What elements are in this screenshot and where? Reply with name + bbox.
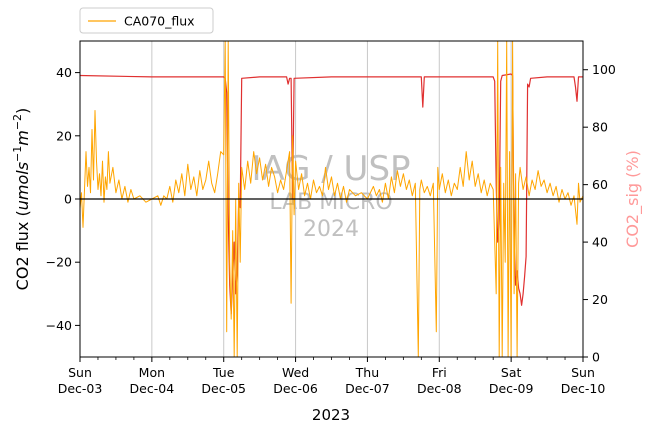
x-axis-label: 2023 — [312, 406, 350, 424]
x-tick-date-label: Dec-10 — [561, 381, 606, 396]
x-tick-date-label: Dec-04 — [130, 381, 175, 396]
x-tick-day-label: Mon — [139, 365, 165, 380]
y-left-tick-label: 40 — [56, 65, 72, 80]
x-tick-day-label: Fri — [432, 365, 447, 380]
y-left-ticks: −40 −20 0 20 40 — [46, 65, 80, 333]
y-right-axis-label: CO2_sig (%) — [623, 150, 643, 248]
y-right-tick-label: 60 — [592, 177, 608, 192]
y-left-tick-label: −40 — [46, 318, 72, 333]
y-left-axis-label: CO2 flux (umols−1m−2) — [11, 108, 32, 291]
x-tick-day-label: Sun — [68, 365, 92, 380]
watermark-line2: LAB MICRO — [269, 190, 392, 215]
legend-label-ca070-flux: CA070_flux — [124, 14, 195, 29]
x-tick-date-label: Dec-05 — [201, 381, 246, 396]
y-right-tick-label: 0 — [592, 350, 600, 365]
x-tick-day-label: Sat — [501, 365, 522, 380]
legend: CA070_flux — [79, 7, 214, 34]
x-tick-day-label: Wed — [282, 365, 309, 380]
y-left-tick-label: −20 — [46, 255, 72, 270]
x-tick-date-label: Dec-09 — [489, 381, 534, 396]
y-right-tick-label: 40 — [592, 235, 608, 250]
series-ca070-flux-line — [80, 41, 583, 357]
legend-box — [79, 7, 214, 34]
x-tick-day-label: Thu — [355, 365, 379, 380]
x-tick-day-label: Sun — [571, 365, 595, 380]
y-right-tick-label: 100 — [592, 62, 616, 77]
y-right-tick-label: 80 — [592, 120, 608, 135]
y-left-tick-label: 0 — [64, 192, 72, 207]
y-right-tick-label: 20 — [592, 292, 608, 307]
x-tick-date-label: Dec-07 — [345, 381, 390, 396]
x-ticks: SunDec-03MonDec-04TueDec-05WedDec-06ThuD… — [58, 357, 606, 396]
x-tick-day-label: Tue — [212, 365, 235, 380]
y-right-ticks: 0 20 40 60 80 100 — [583, 62, 616, 365]
watermark-line1: IAG / USP — [251, 149, 410, 189]
watermark-line3: 2024 — [303, 217, 359, 242]
x-tick-date-label: Dec-03 — [58, 381, 103, 396]
x-tick-date-label: Dec-06 — [273, 381, 318, 396]
x-tick-date-label: Dec-08 — [417, 381, 462, 396]
y-left-tick-label: 20 — [56, 128, 72, 143]
series-co2-sig-line — [80, 73, 583, 315]
